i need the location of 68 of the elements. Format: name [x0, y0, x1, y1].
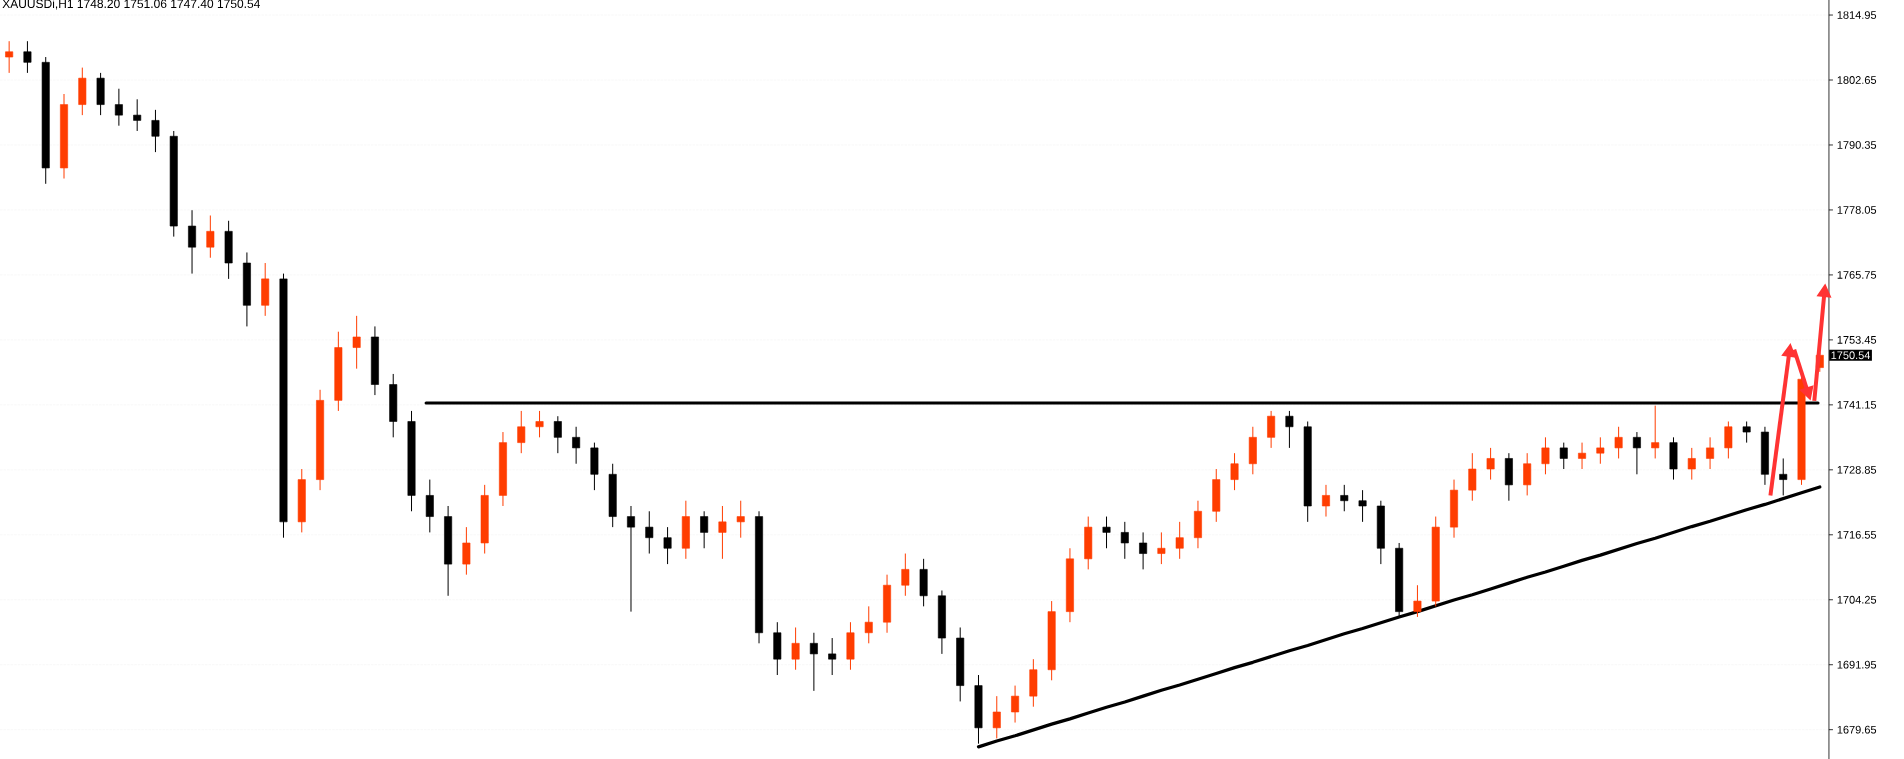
candlestick — [1651, 405, 1660, 459]
candlestick — [1541, 436, 1550, 475]
candlestick — [553, 415, 562, 454]
candlestick — [627, 505, 635, 613]
candlestick — [517, 410, 526, 454]
candlestick — [1413, 584, 1422, 618]
candlestick — [1139, 531, 1148, 570]
candlestick — [700, 510, 709, 549]
y-tick-label: 1716.55 — [1837, 530, 1877, 539]
candlestick — [809, 632, 818, 692]
candlestick — [151, 109, 160, 153]
candlestick — [1687, 447, 1696, 481]
candlestick — [1706, 436, 1715, 470]
y-tick-label: 1802.65 — [1837, 76, 1877, 84]
candlestick — [645, 510, 654, 555]
candlestick — [864, 605, 873, 644]
candlestick — [206, 214, 215, 259]
candlestick — [791, 626, 800, 671]
candlestick — [992, 695, 1001, 739]
candlestick — [1267, 410, 1276, 449]
y-tick-label: 1765.75 — [1837, 271, 1877, 279]
candlestick — [1779, 457, 1788, 496]
candlestick — [133, 98, 142, 132]
candlestick — [352, 315, 361, 370]
y-tick-label: 1741.15 — [1837, 401, 1877, 409]
candlestick — [1523, 452, 1532, 496]
y-tick-label: 1778.05 — [1837, 206, 1877, 214]
candlestick — [828, 637, 837, 676]
candlestick — [1102, 516, 1111, 549]
candlestick — [1486, 447, 1495, 481]
y-tick-label: 1728.85 — [1837, 465, 1877, 474]
candlestick — [1578, 442, 1586, 470]
candlestick — [663, 526, 672, 565]
candlestick — [5, 40, 14, 74]
y-tick-label: 1790.35 — [1837, 141, 1877, 149]
candlestick — [1614, 426, 1623, 459]
candlestick — [188, 209, 196, 275]
text: 1750.54 — [1831, 351, 1871, 360]
candlestick — [1559, 442, 1568, 470]
candlestick — [1157, 531, 1166, 565]
candlestick — [1322, 484, 1330, 518]
candlestick — [1120, 521, 1129, 560]
y-tick-label: 1691.95 — [1837, 660, 1877, 669]
candlestick — [425, 479, 434, 533]
candlestick — [1175, 521, 1184, 560]
candlestick — [1011, 685, 1020, 724]
candlestick — [718, 505, 727, 560]
candlestick — [23, 40, 32, 74]
candlestick — [1468, 452, 1477, 502]
candlestick — [1724, 420, 1733, 459]
candlestick — [736, 500, 745, 539]
candlestick — [1596, 436, 1605, 465]
candlestick — [1340, 484, 1349, 512]
chart-title: XAUUSDi,H1 1748.20 1751.06 1747.40 1750.54 — [2, 0, 260, 10]
candlestick — [901, 553, 910, 597]
candlestick — [1742, 420, 1751, 444]
candlestick — [535, 410, 544, 438]
y-tick-label: 1814.95 — [1837, 11, 1877, 19]
candlestick — [572, 426, 581, 465]
candlestick — [1230, 452, 1239, 491]
candlestick — [462, 526, 471, 576]
candlestick — [1285, 410, 1294, 449]
candlestick — [114, 88, 123, 127]
y-tick-label: 1704.25 — [1837, 595, 1877, 604]
candlestick — [1358, 489, 1367, 523]
y-tick-label: 1753.45 — [1837, 335, 1877, 344]
candlestick — [1632, 431, 1641, 475]
y-tick-label: 1679.65 — [1837, 725, 1877, 734]
